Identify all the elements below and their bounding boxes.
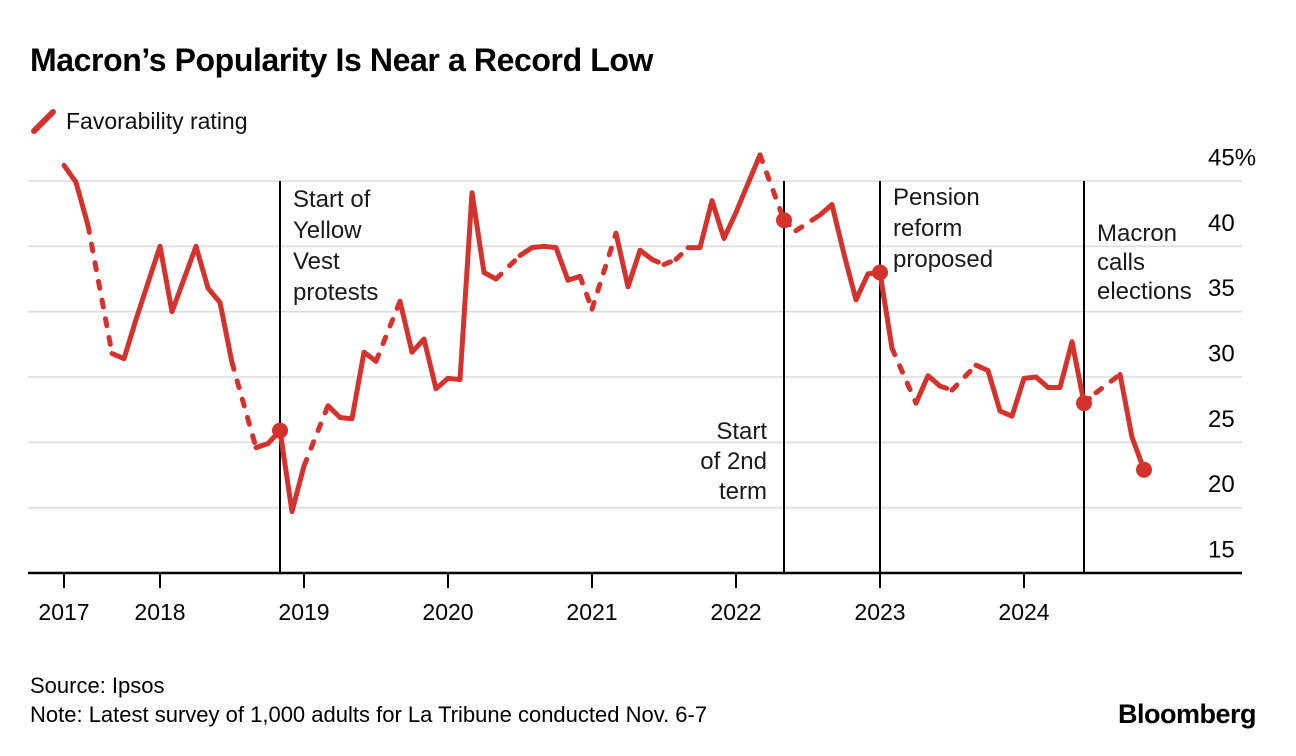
x-axis-label-2017: 2017	[38, 599, 89, 625]
data-point-marker-2024-11	[1136, 461, 1152, 478]
x-axis-label-2018: 2018	[134, 599, 185, 625]
data-point-marker-2022-05	[776, 212, 792, 229]
legend-line-icon	[31, 109, 56, 134]
x-axis-label-2023: 2023	[854, 599, 905, 625]
x-axis-label-2019: 2019	[278, 599, 329, 625]
event-annotation-pension-reform: Pension reform proposed	[893, 184, 993, 273]
x-axis-label-2021: 2021	[566, 599, 617, 625]
y-axis-label-40: 40	[1208, 210, 1235, 237]
x-axis-label-2022: 2022	[710, 599, 761, 625]
series-line-solid	[61, 152, 1147, 515]
note-text: Note: Latest survey of 1,000 adults for …	[30, 701, 708, 727]
x-axis-label-2020: 2020	[422, 599, 473, 625]
footer: Source: Ipsos Note: Latest survey of 1,0…	[30, 672, 707, 729]
y-axis-label-25: 25	[1208, 406, 1235, 433]
page-title: Macron’s Popularity Is Near a Record Low	[30, 42, 653, 78]
legend: Favorability rating	[30, 108, 248, 135]
data-point-marker-2023-01	[872, 264, 888, 281]
legend-label: Favorability rating	[66, 108, 248, 134]
event-annotation-calls-elections: Macron calls elections	[1097, 220, 1192, 305]
y-axis-label-20: 20	[1208, 471, 1235, 498]
y-axis-label-35: 35	[1208, 275, 1235, 302]
y-axis-label-45: 45%	[1208, 144, 1256, 171]
event-annotation-second-term: Start of 2nd term	[700, 418, 767, 505]
y-axis-label-30: 30	[1208, 340, 1235, 367]
x-axis-label-2024: 2024	[998, 599, 1049, 625]
source-text: Source: Ipsos	[30, 673, 165, 698]
event-annotation-yellow-vest: Start of Yellow Vest protests	[293, 186, 378, 306]
bloomberg-logo: Bloomberg	[1117, 699, 1257, 729]
data-point-marker-2024-06	[1076, 395, 1092, 412]
data-point-marker-2018-11	[272, 422, 288, 439]
y-axis-label-15: 15	[1208, 537, 1235, 564]
